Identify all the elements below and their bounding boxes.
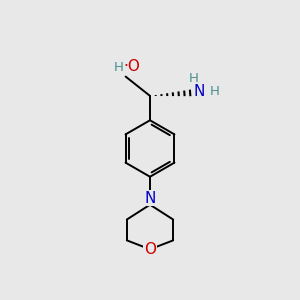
Text: H: H [189,72,199,85]
Text: ·O: ·O [123,59,140,74]
Text: N: N [144,191,156,206]
Text: H: H [113,61,123,74]
Text: N: N [194,84,205,99]
Text: H: H [209,85,219,98]
Text: O: O [144,242,156,257]
